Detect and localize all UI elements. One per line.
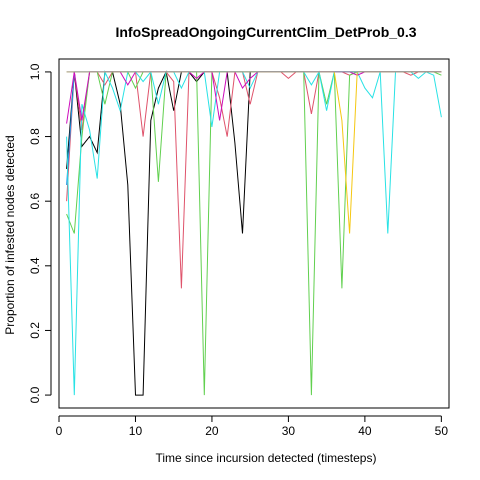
x-tick-label: 50 [435,424,449,438]
chart-title: InfoSpreadOngoingCurrentClim_DetProb_0.3 [115,24,416,40]
plot-frame [58,58,450,409]
series-line-1 [66,70,442,396]
x-tick-label: 30 [282,424,296,438]
series-line-5 [66,69,442,396]
y-axis-label: Proportion of infested nodes detected [3,135,17,334]
y-tick-label: 0.0 [28,386,42,403]
y-tick-label: 0.2 [28,322,42,339]
x-axis: 0 10 20 30 40 50 [56,415,449,438]
series-layer [66,69,442,396]
x-tick-label: 0 [56,424,63,438]
y-tick-label: 0.4 [28,257,42,274]
x-tick-label: 40 [358,424,372,438]
y-axis: 0.0 0.2 0.4 0.6 0.8 1.0 [28,63,52,403]
y-tick-label: 0.8 [28,128,42,145]
x-axis-label: Time since incursion detected (timesteps… [156,451,377,465]
y-tick-label: 0.6 [28,193,42,210]
x-tick-label: 10 [129,424,143,438]
y-tick-label: 1.0 [28,63,42,80]
series-line-3 [66,71,442,396]
x-tick-label: 20 [205,424,219,438]
